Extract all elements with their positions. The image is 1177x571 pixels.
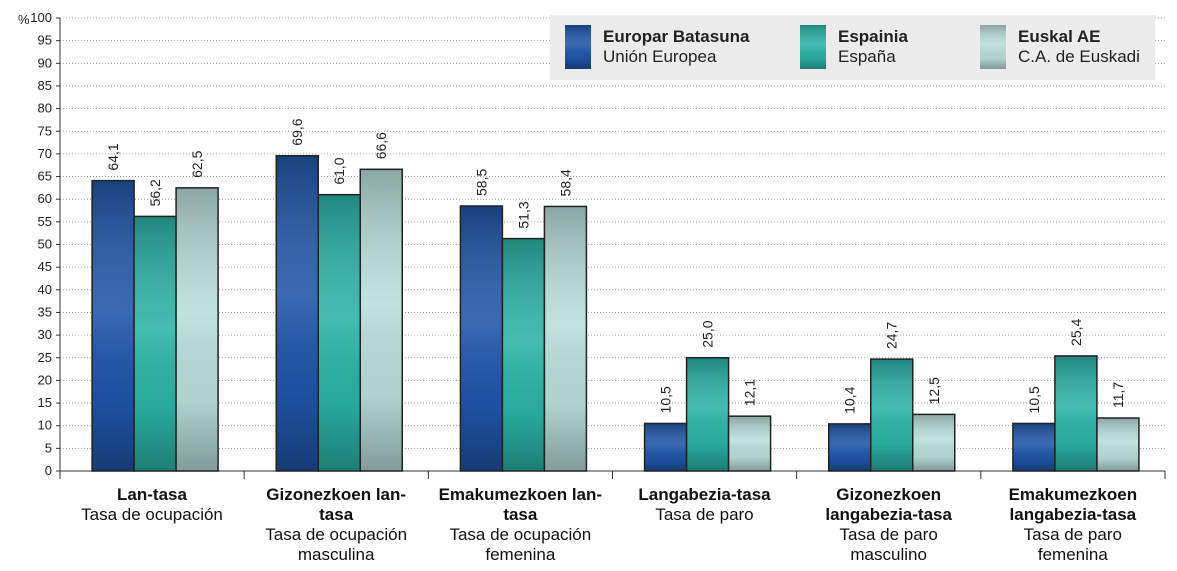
category-label: Gizonezkoen lan-tasa Tasa de ocupación ma… (244, 485, 428, 565)
value-label: 10,5 (658, 386, 674, 413)
value-label: 12,5 (926, 377, 942, 404)
value-label: 12,1 (742, 379, 758, 406)
value-label: 11,7 (1110, 382, 1126, 408)
y-tick-label: 10 (38, 418, 52, 433)
category-subtitle: Tasa de ocupación (81, 505, 223, 524)
category-name: Emakumezkoen langabezia-tasa (1008, 485, 1138, 524)
category-name: Gizonezkoen lan-tasa (266, 485, 407, 524)
category-subtitle: Tasa de ocupación masculina (265, 525, 408, 564)
bar-shade (643, 422, 688, 472)
legend-name: Espainia (838, 27, 908, 46)
legend-subtitle: España (838, 47, 896, 66)
y-tick-label: 35 (38, 304, 52, 319)
y-tick-label: 5 (45, 440, 52, 455)
value-label: 25,4 (1068, 318, 1084, 345)
category-label: Lan-tasa Tasa de ocupación (60, 485, 244, 525)
y-tick-label: 75 (38, 123, 52, 138)
value-label: 51,3 (515, 201, 531, 228)
value-label: 25,0 (700, 320, 716, 347)
value-label: 58,5 (473, 169, 489, 196)
y-tick-label: 100 (30, 10, 52, 25)
value-label: 69,6 (289, 118, 305, 145)
legend-name: Europar Batasuna (603, 27, 750, 46)
legend-name: Euskal AE (1018, 27, 1101, 46)
bar-shade (543, 205, 588, 472)
bar-shade (317, 193, 361, 472)
legend-subtitle: Unión Europea (603, 47, 717, 66)
bar-shade (175, 187, 219, 472)
bar-shade (459, 205, 504, 472)
y-tick-label: 55 (38, 214, 52, 229)
y-tick-label: 70 (38, 146, 52, 161)
y-tick-label: 25 (38, 350, 52, 365)
category-subtitle: Tasa de paro femenina (1023, 525, 1122, 564)
y-tick-label: 65 (38, 169, 52, 184)
y-tick-label: 80 (38, 101, 52, 116)
category-label: Emakumezkoen langabezia-tasa Tasa de paro… (981, 485, 1165, 565)
bar-shade (727, 415, 772, 472)
value-label: 64,1 (105, 143, 121, 170)
value-label: 24,7 (884, 322, 900, 349)
category-label: Emakumezkoen lan-tasa Tasa de ocupación f… (428, 485, 612, 565)
bar-shade (275, 154, 319, 472)
category-subtitle: Tasa de paro (655, 505, 754, 524)
y-tick-label: 60 (38, 191, 52, 206)
legend-subtitle: C.A. de Euskadi (1018, 47, 1140, 66)
category-subtitle: Tasa de paro masculino (839, 525, 938, 564)
value-label: 66,6 (373, 132, 389, 159)
legend-swatch-shade (800, 25, 826, 69)
category-label: Langabezia-tasa Tasa de paro (613, 485, 797, 525)
y-tick-label: 90 (38, 55, 52, 70)
bar-shade (133, 215, 177, 472)
category-name: Gizonezkoen langabezia-tasa (825, 485, 952, 524)
value-label: 10,5 (1026, 386, 1042, 413)
bar-shade (685, 357, 730, 472)
category-name: Lan-tasa (117, 485, 187, 504)
value-label: 61,0 (331, 157, 347, 184)
value-label: 10,4 (842, 386, 858, 413)
legend-swatch-shade (980, 25, 1006, 69)
value-label: 56,2 (147, 179, 163, 206)
legend-box (550, 15, 1155, 80)
bar-shade (359, 168, 403, 472)
bar-shade (501, 237, 546, 472)
category-subtitle: Tasa de ocupación femenina (449, 525, 592, 564)
bar-shade (828, 423, 872, 472)
value-label: 62,5 (189, 150, 205, 177)
bar-shade (1054, 355, 1098, 472)
bar-shade (912, 413, 956, 472)
y-tick-label: 0 (45, 463, 52, 478)
y-tick-label: 20 (38, 372, 52, 387)
y-tick-label: 85 (38, 78, 52, 93)
y-tick-label: 40 (38, 282, 52, 297)
value-label: 58,4 (557, 169, 573, 196)
y-tick-label: 95 (38, 33, 52, 48)
y-tick-label: 50 (38, 237, 52, 252)
y-tick-label: 45 (38, 259, 52, 274)
bar-shade (1096, 417, 1140, 472)
category-name: Langabezia-tasa (638, 485, 771, 504)
y-tick-label: 15 (38, 395, 52, 410)
bar-shade (91, 179, 135, 472)
bar-shade (870, 358, 914, 472)
bar-shade (1012, 422, 1056, 472)
category-label: Gizonezkoen langabezia-tasa Tasa de paro … (797, 485, 981, 565)
y-tick-label: 30 (38, 327, 52, 342)
category-name: Emakumezkoen lan-tasa (438, 485, 603, 524)
y-unit: % (18, 12, 30, 27)
legend-swatch-shade (565, 25, 591, 69)
